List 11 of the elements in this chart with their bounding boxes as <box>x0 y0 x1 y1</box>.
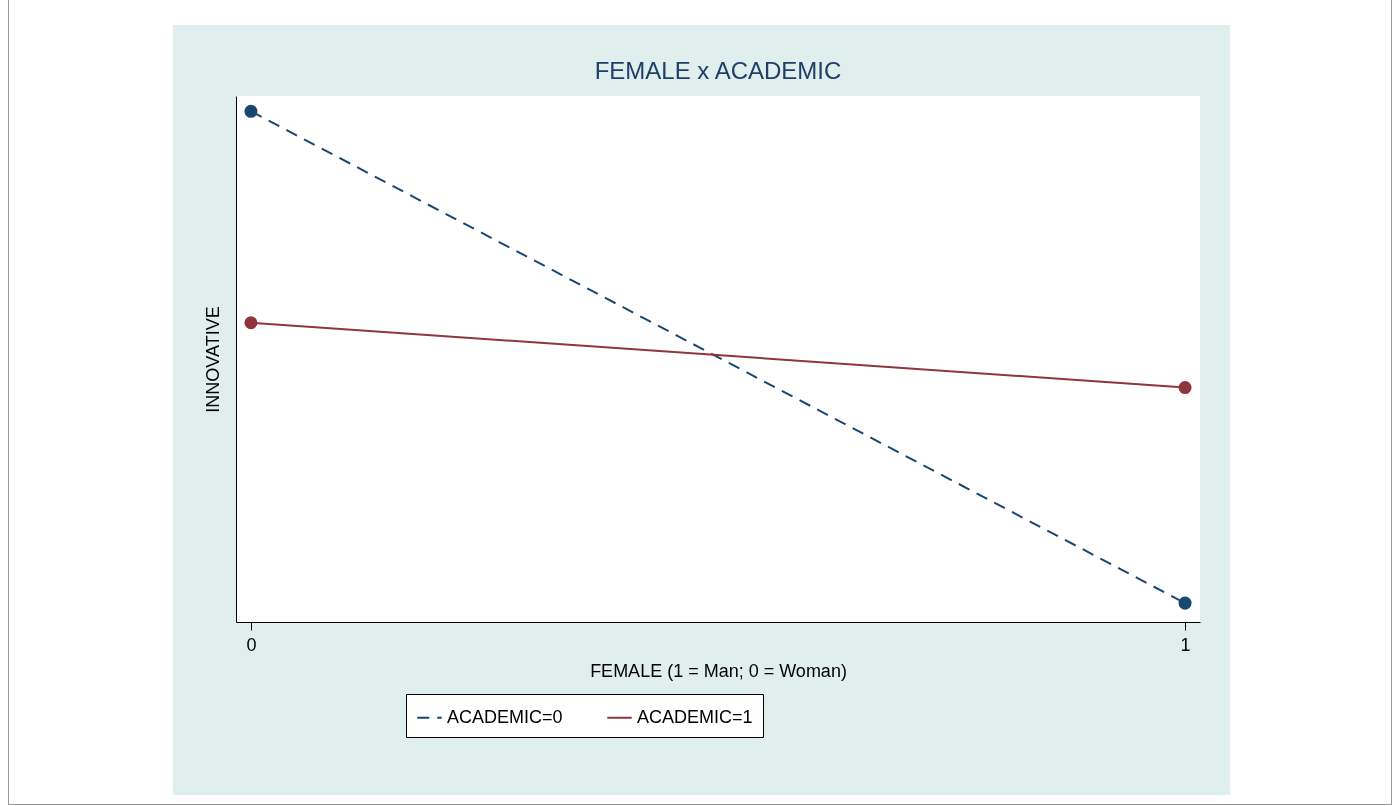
point <box>244 104 258 118</box>
x-tick-label: 0 <box>246 634 257 655</box>
y-axis-title: INNOVATIVE <box>202 306 223 413</box>
x-axis-title: FEMALE (1 = Man; 0 = Woman) <box>590 660 847 681</box>
point <box>244 316 258 330</box>
x-tick-label: 1 <box>1180 634 1191 655</box>
legend-label: ACADEMIC=1 <box>637 706 753 727</box>
point <box>1178 381 1192 395</box>
point <box>1178 596 1192 610</box>
chart-title: FEMALE x ACADEMIC <box>594 57 842 84</box>
legend-label: ACADEMIC=0 <box>447 706 563 727</box>
